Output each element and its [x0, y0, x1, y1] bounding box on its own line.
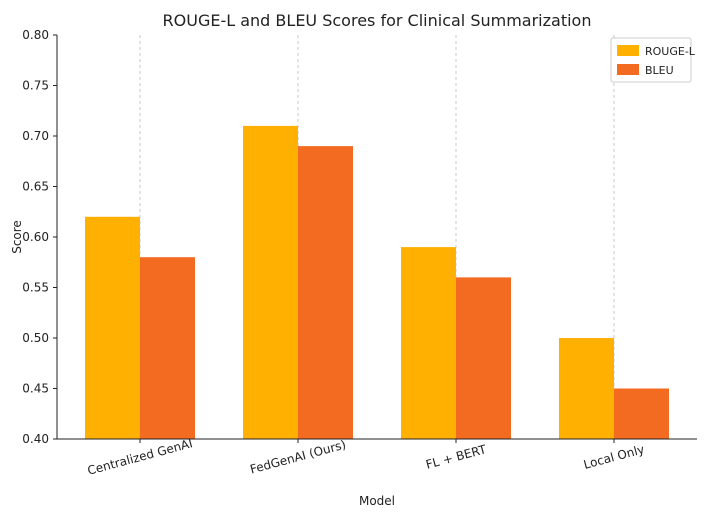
bar-bleu-0: [140, 257, 195, 439]
grid-lines: [139, 35, 615, 439]
bars: [85, 125, 669, 440]
legend: ROUGE-L BLEU: [610, 37, 696, 83]
y-tick-label: 0.65: [22, 180, 49, 194]
chart-title: ROUGE-L and BLEU Scores for Clinical Sum…: [163, 11, 592, 30]
bar-rouge-l-0: [85, 216, 140, 439]
bar-bleu-1: [298, 146, 353, 439]
x-axis-label: Model: [359, 494, 395, 508]
bar-rouge-l-2: [401, 247, 456, 439]
y-axis-label: Score: [10, 220, 24, 254]
x-tick-label: FedGenAI (Ours): [249, 437, 348, 476]
x-ticks: Centralized GenAI FedGenAI (Ours) FL + BER…: [86, 436, 646, 478]
y-tick-label: 0.50: [22, 331, 49, 345]
bar-rouge-l-1: [243, 125, 298, 440]
y-ticks: 0.40 0.45 0.50 0.55 0.60 0.65 0.70 0.75 0.80: [22, 28, 57, 446]
legend-label: ROUGE-L: [645, 45, 696, 58]
legend-swatch: [617, 45, 639, 56]
y-tick-label: 0.60: [22, 230, 49, 244]
bar-bleu-2: [456, 277, 511, 439]
y-tick-label: 0.70: [22, 129, 49, 143]
y-tick-label: 0.45: [22, 382, 49, 396]
bar-rouge-l-3: [559, 338, 614, 439]
x-tick-label: Local Only: [582, 442, 646, 472]
legend-label: BLEU: [645, 64, 674, 77]
y-tick-label: 0.75: [22, 79, 49, 93]
y-tick-label: 0.55: [22, 281, 49, 295]
y-tick-label: 0.80: [22, 28, 49, 42]
bar-bleu-3: [614, 388, 669, 439]
x-tick-label: FL + BERT: [424, 442, 488, 472]
y-tick-label: 0.40: [22, 432, 49, 446]
legend-swatch: [617, 64, 639, 75]
